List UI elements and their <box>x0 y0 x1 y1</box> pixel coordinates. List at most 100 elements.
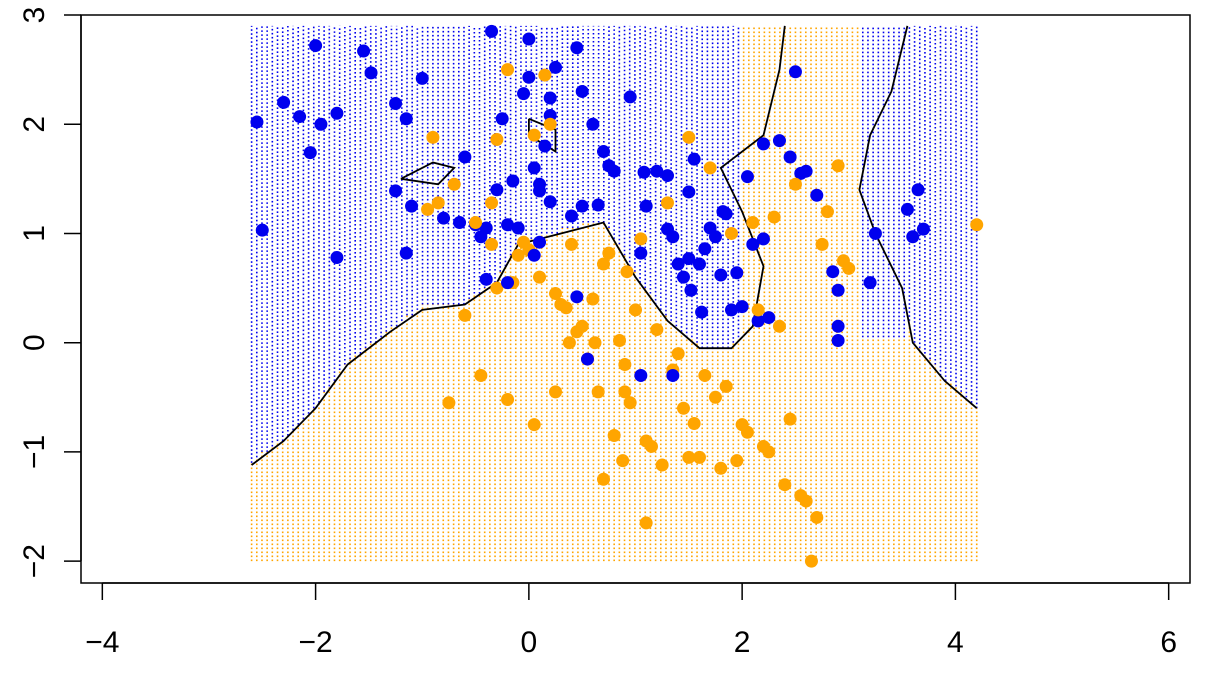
data-point <box>863 276 877 290</box>
data-point <box>687 152 701 166</box>
data-point <box>868 226 882 240</box>
data-point <box>293 110 307 124</box>
x-tick-label: −2 <box>298 626 332 659</box>
data-point <box>767 210 781 224</box>
data-point <box>719 207 733 221</box>
data-point <box>447 177 461 191</box>
data-point <box>831 159 845 173</box>
data-point <box>543 91 557 105</box>
data-point <box>698 368 712 382</box>
data-point <box>682 450 696 464</box>
data-point <box>533 270 547 284</box>
data-point <box>469 216 483 230</box>
data-point <box>588 336 602 350</box>
data-point <box>650 323 664 337</box>
data-point <box>916 222 930 236</box>
data-point <box>639 199 653 213</box>
data-point <box>618 358 632 372</box>
boundary-line-2 <box>400 161 456 186</box>
y-tick-label: −1 <box>18 435 51 469</box>
data-point <box>671 257 685 271</box>
data-point <box>772 319 786 333</box>
data-point <box>538 139 552 153</box>
data-point <box>527 128 541 142</box>
data-point <box>495 112 509 126</box>
data-point <box>724 303 738 317</box>
data-point <box>730 454 744 468</box>
data-point <box>698 242 712 256</box>
data-point <box>533 235 547 249</box>
data-point <box>474 368 488 382</box>
data-point <box>490 183 504 197</box>
data-point <box>623 90 637 104</box>
data-point <box>549 287 563 301</box>
data-point <box>629 303 642 317</box>
data-point <box>655 458 669 472</box>
data-point <box>735 300 749 314</box>
data-point <box>783 412 797 426</box>
data-point <box>511 221 525 235</box>
data-point <box>682 185 696 199</box>
data-point <box>703 161 717 175</box>
data-point <box>458 150 472 164</box>
data-point <box>751 314 765 328</box>
data-point <box>364 66 378 80</box>
data-point <box>389 184 403 198</box>
data-point <box>810 188 824 202</box>
data-point <box>597 472 611 486</box>
data-point <box>719 379 733 393</box>
data-point <box>637 165 651 179</box>
data-point <box>746 237 760 251</box>
data-point <box>751 303 765 317</box>
data-point <box>501 63 515 77</box>
data-point <box>533 184 547 198</box>
data-point <box>634 368 648 382</box>
data-point <box>415 71 429 85</box>
decision-region-grid <box>250 25 978 562</box>
data-point <box>660 196 674 210</box>
data-point <box>490 281 504 295</box>
data-point <box>255 223 269 237</box>
data-point <box>437 211 451 225</box>
data-point <box>517 87 531 101</box>
data-point <box>788 65 802 79</box>
data-point <box>501 276 515 290</box>
data-point <box>671 347 685 361</box>
data-point <box>442 396 456 410</box>
data-point <box>565 237 579 251</box>
data-point <box>613 334 627 348</box>
data-point <box>639 516 653 530</box>
data-point <box>330 250 344 264</box>
x-tick-label: 6 <box>1160 626 1177 659</box>
data-point <box>597 257 611 271</box>
data-point <box>772 134 786 148</box>
data-point <box>309 39 323 53</box>
data-point <box>559 301 573 315</box>
data-point <box>543 117 557 131</box>
data-point <box>799 164 813 178</box>
data-point <box>831 283 845 297</box>
data-point <box>756 232 770 246</box>
data-point <box>485 237 499 251</box>
data-point <box>506 174 520 188</box>
data-point <box>762 445 776 459</box>
data-point <box>586 117 600 131</box>
data-point <box>303 146 317 160</box>
data-point <box>538 68 552 82</box>
data-point <box>522 32 536 46</box>
data-point <box>426 130 440 144</box>
data-point <box>692 257 706 271</box>
data-point <box>549 60 563 74</box>
data-point <box>618 385 632 399</box>
data-point <box>399 246 413 260</box>
data-point <box>389 96 403 110</box>
data-point <box>842 261 856 275</box>
data-point <box>575 319 589 333</box>
data-point <box>676 401 690 415</box>
data-point <box>676 270 690 284</box>
data-point <box>623 396 637 410</box>
data-point <box>970 218 984 232</box>
data-point <box>684 283 698 297</box>
y-axis: −2 −1 0 1 2 3 <box>18 7 82 578</box>
